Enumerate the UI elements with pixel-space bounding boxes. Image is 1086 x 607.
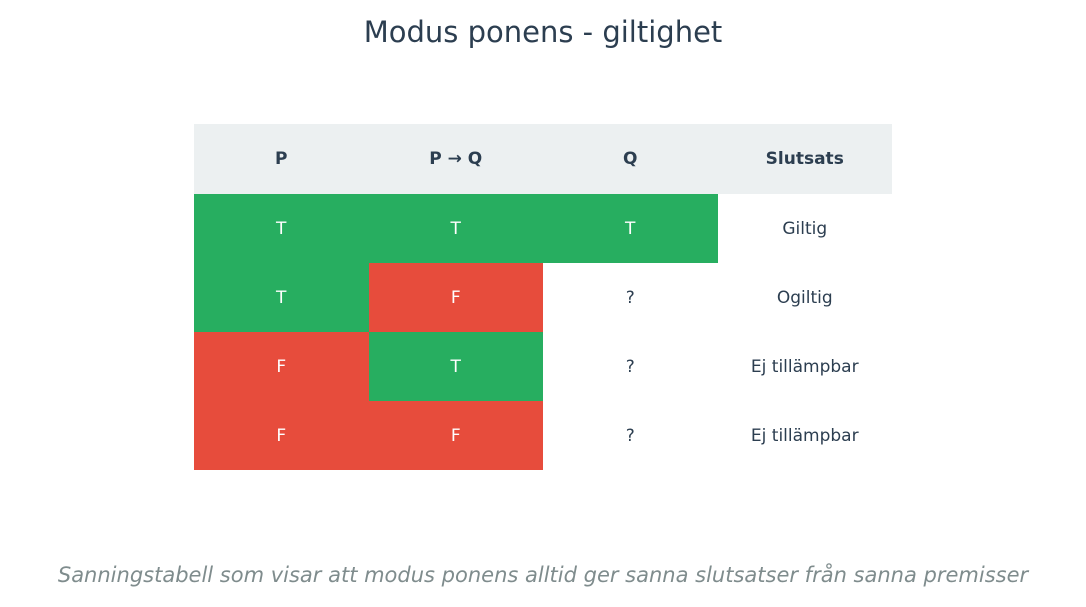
table-row: T F ? Ogiltig [194, 263, 892, 332]
header-row: P P → Q Q Slutsats [194, 124, 892, 194]
cell-slutsats: Ej tillämpbar [717, 401, 892, 470]
page-title: Modus ponens - giltighet [363, 15, 723, 49]
table-row: T T T Giltig [194, 194, 892, 263]
cell-slutsats: Ej tillämpbar [717, 332, 892, 401]
cell-p-implies-q: T [368, 194, 543, 263]
table-row: F F ? Ej tillämpbar [194, 401, 892, 470]
cell-q: T [543, 194, 718, 263]
cell-q: ? [543, 332, 718, 401]
caption: Sanningstabell som visar att modus ponen… [57, 563, 1029, 587]
cell-p: T [194, 194, 369, 263]
column-header-q: Q [543, 124, 718, 194]
column-header-p-implies-q: P → Q [368, 124, 543, 194]
cell-slutsats: Giltig [717, 194, 892, 263]
column-header-p: P [194, 124, 369, 194]
cell-p-implies-q: F [368, 401, 543, 470]
cell-p-implies-q: T [368, 332, 543, 401]
cell-q: ? [543, 263, 718, 332]
truth-table: P P → Q Q Slutsats T T T Giltig T F ? Og… [194, 124, 892, 470]
column-header-slutsats: Slutsats [717, 124, 892, 194]
table-row: F T ? Ej tillämpbar [194, 332, 892, 401]
cell-q: ? [543, 401, 718, 470]
cell-p: F [194, 401, 369, 470]
cell-p: F [194, 332, 369, 401]
cell-p: T [194, 263, 369, 332]
cell-p-implies-q: F [368, 263, 543, 332]
cell-slutsats: Ogiltig [717, 263, 892, 332]
